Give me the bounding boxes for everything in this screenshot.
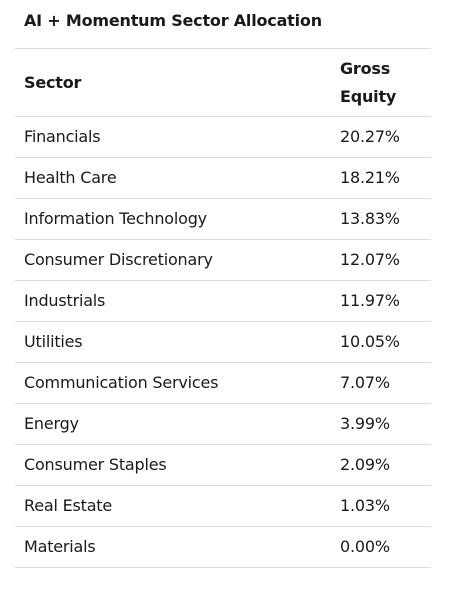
gross-equity-cell: 12.07% xyxy=(331,239,431,281)
table-row: Industrials 11.97% xyxy=(15,280,431,322)
table-row: Consumer Staples 2.09% xyxy=(15,444,431,486)
sector-cell: Financials xyxy=(15,116,331,158)
gross-equity-cell: 2.09% xyxy=(331,444,431,486)
sector-cell: Utilities xyxy=(15,321,331,363)
table-row: Consumer Discretionary 12.07% xyxy=(15,239,431,281)
gross-equity-cell: 10.05% xyxy=(331,321,431,363)
table-row: Health Care 18.21% xyxy=(15,157,431,199)
sector-cell: Communication Services xyxy=(15,362,331,404)
table-row: Information Technology 13.83% xyxy=(15,198,431,240)
gross-equity-cell: 0.00% xyxy=(331,526,431,568)
sector-cell: Consumer Discretionary xyxy=(15,239,331,281)
page-title: AI + Momentum Sector Allocation xyxy=(24,11,322,30)
table-row: Communication Services 7.07% xyxy=(15,362,431,404)
sector-cell: Energy xyxy=(15,403,331,445)
gross-equity-cell: 3.99% xyxy=(331,403,431,445)
sector-allocation-table: Sector Gross Equity Financials 20.27% He… xyxy=(15,48,431,568)
column-header-sector: Sector xyxy=(15,48,331,117)
table-row: Financials 20.27% xyxy=(15,116,431,158)
sector-cell: Real Estate xyxy=(15,485,331,527)
sector-cell: Industrials xyxy=(15,280,331,322)
sector-cell: Materials xyxy=(15,526,331,568)
gross-equity-cell: 11.97% xyxy=(331,280,431,322)
gross-equity-cell: 20.27% xyxy=(331,116,431,158)
sector-cell: Health Care xyxy=(15,157,331,199)
sector-cell: Consumer Staples xyxy=(15,444,331,486)
gross-equity-cell: 18.21% xyxy=(331,157,431,199)
gross-equity-cell: 1.03% xyxy=(331,485,431,527)
table-row: Energy 3.99% xyxy=(15,403,431,445)
table-row: Utilities 10.05% xyxy=(15,321,431,363)
sector-cell: Information Technology xyxy=(15,198,331,240)
table-header-row: Sector Gross Equity xyxy=(15,48,431,117)
gross-equity-cell: 7.07% xyxy=(331,362,431,404)
column-header-gross-equity: Gross Equity xyxy=(331,48,431,117)
table-row: Materials 0.00% xyxy=(15,526,431,568)
table-row: Real Estate 1.03% xyxy=(15,485,431,527)
gross-equity-cell: 13.83% xyxy=(331,198,431,240)
